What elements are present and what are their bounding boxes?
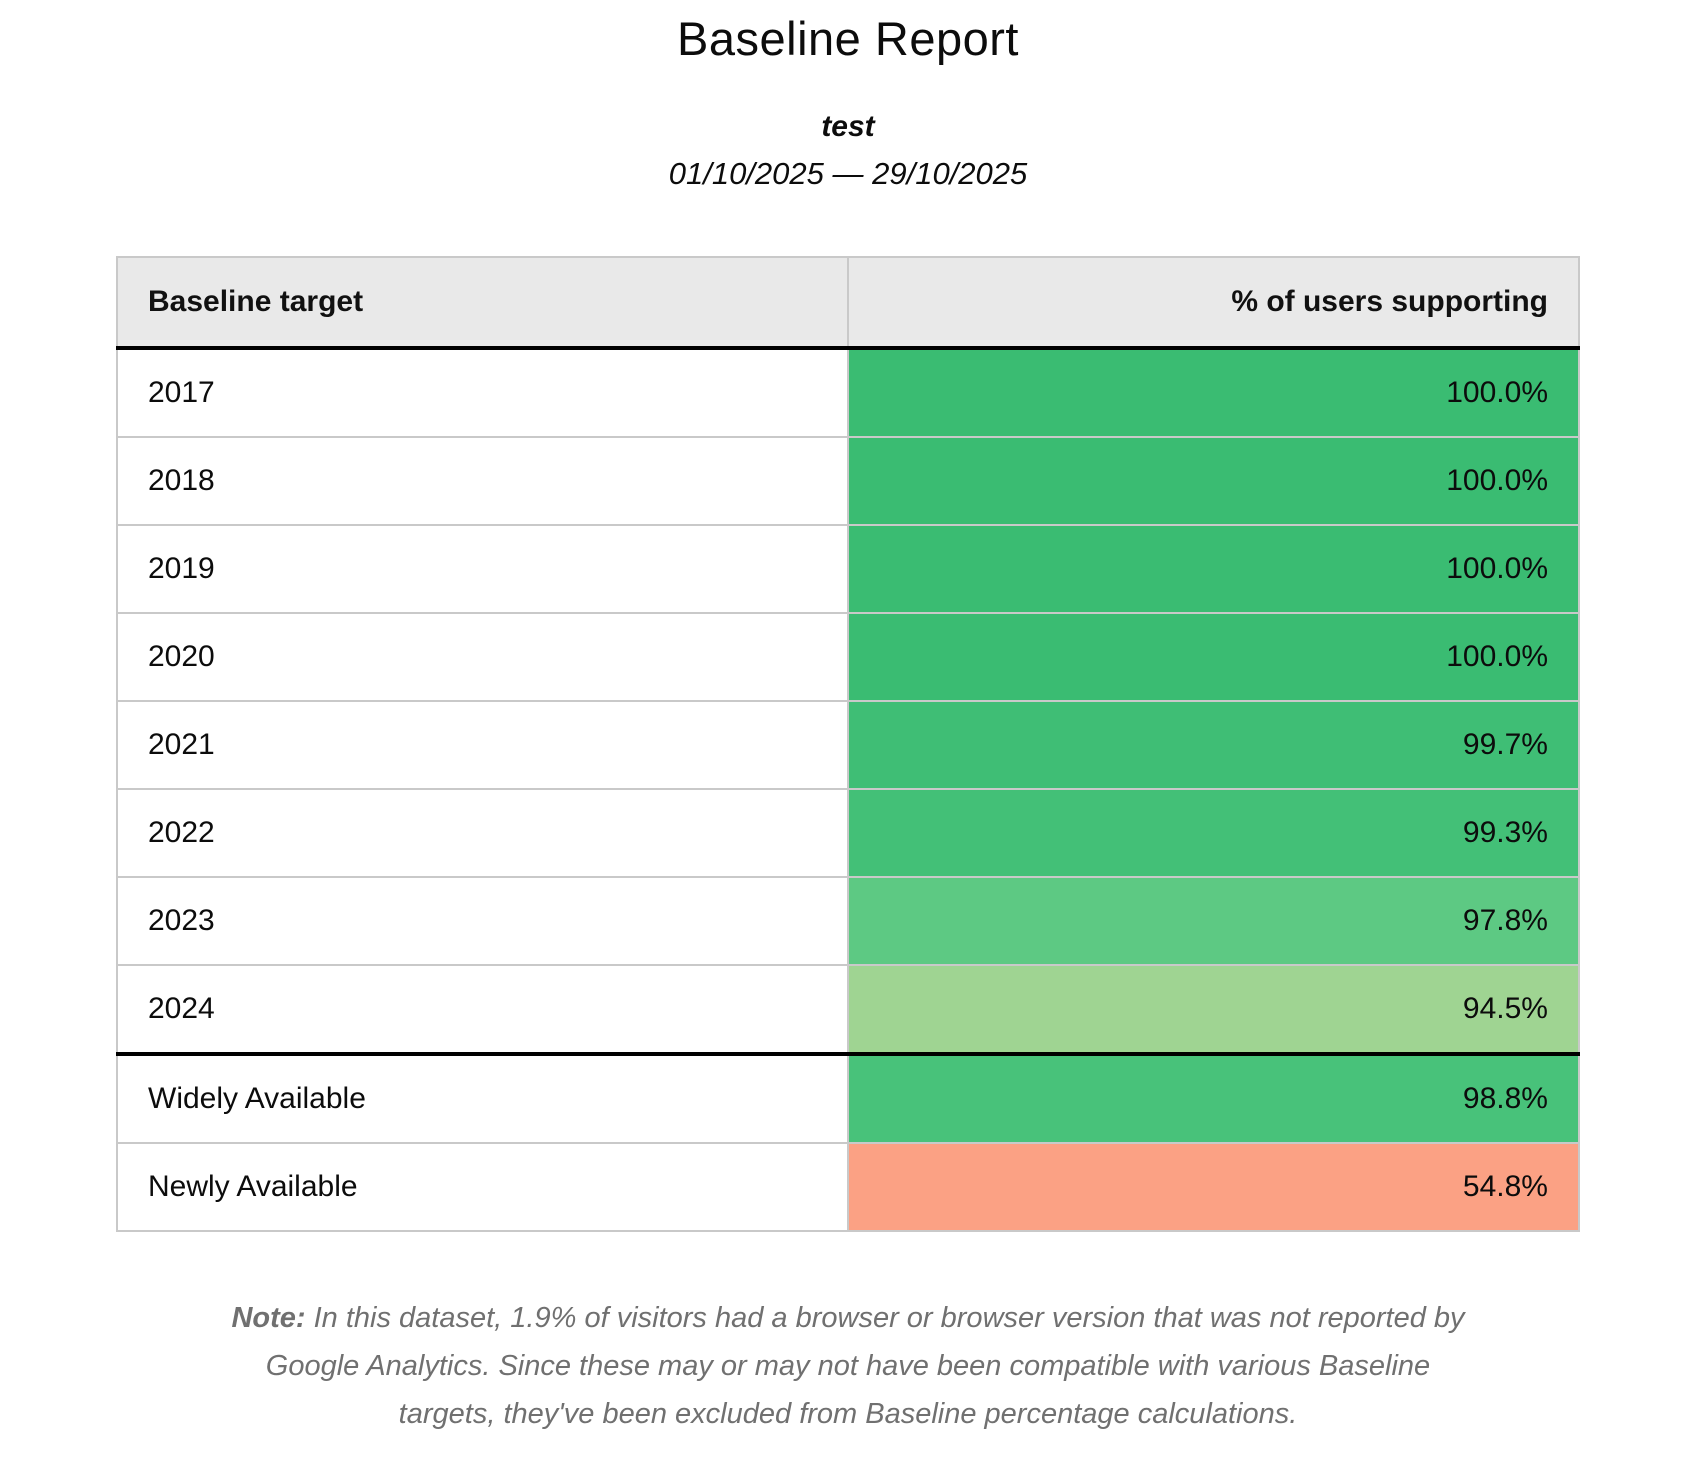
value-cell: 99.7%	[847, 700, 1580, 791]
report-note: Note: In this dataset, 1.9% of visitors …	[221, 1294, 1476, 1468]
value-cell: 97.8%	[847, 876, 1580, 967]
value-cell: 99.3%	[847, 788, 1580, 879]
value-cell: 100.0%	[847, 436, 1580, 527]
baseline-table: Baseline target % of users supporting 20…	[116, 256, 1580, 1233]
target-cell: 2023	[116, 876, 849, 967]
target-cell: 2020	[116, 612, 849, 703]
table-row: 2019 100.0%	[116, 524, 1580, 615]
target-cell: Widely Available	[116, 1053, 849, 1145]
target-cell: 2018	[116, 436, 849, 527]
page-title: Baseline Report	[677, 12, 1019, 65]
table-header-row: Baseline target % of users supporting	[116, 256, 1580, 351]
note-label: Note:	[231, 1302, 306, 1335]
report-date-range: 01/10/2025 — 29/10/2025	[668, 156, 1028, 192]
note-text: In this dataset, 1.9% of visitors had a …	[265, 1302, 1465, 1431]
target-cell: Newly Available	[116, 1142, 849, 1233]
target-cell: 2017	[116, 347, 849, 439]
table-row: Widely Available 98.8%	[116, 1053, 1580, 1145]
table-row: 2018 100.0%	[116, 436, 1580, 527]
value-cell: 98.8%	[847, 1053, 1580, 1145]
value-cell: 100.0%	[847, 347, 1580, 439]
header-baseline-target: Baseline target	[116, 256, 849, 351]
table-row: 2024 94.5%	[116, 964, 1580, 1057]
table-row: 2017 100.0%	[116, 347, 1580, 439]
value-cell: 100.0%	[847, 524, 1580, 615]
value-cell: 100.0%	[847, 612, 1580, 703]
table-row: 2023 97.8%	[116, 876, 1580, 967]
table-row: 2021 99.7%	[116, 700, 1580, 791]
value-cell: 54.8%	[847, 1142, 1580, 1233]
table-row: 2022 99.3%	[116, 788, 1580, 879]
table-row: Newly Available 54.8%	[116, 1142, 1580, 1233]
value-cell: 94.5%	[847, 964, 1580, 1057]
report-container: Baseline Report test 01/10/2025 — 29/10/…	[116, 12, 1580, 1468]
table-row: 2020 100.0%	[116, 612, 1580, 703]
header-percent-supporting: % of users supporting	[847, 256, 1580, 351]
target-cell: 2024	[116, 964, 849, 1057]
target-cell: 2022	[116, 788, 849, 879]
target-cell: 2019	[116, 524, 849, 615]
report-subtitle: test	[821, 110, 875, 144]
target-cell: 2021	[116, 700, 849, 791]
